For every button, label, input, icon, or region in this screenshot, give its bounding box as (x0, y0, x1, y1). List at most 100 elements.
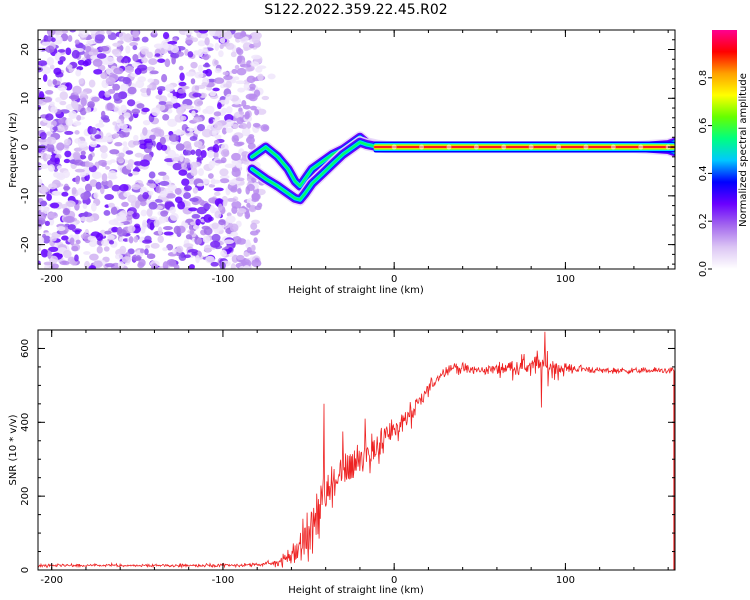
noise-blob (63, 249, 72, 259)
noise-blob (206, 86, 213, 91)
noise-blob (210, 240, 221, 248)
noise-blob (242, 104, 251, 110)
noise-blob (250, 105, 257, 111)
colorbar-tick-label: 0.4 (698, 165, 709, 181)
noise-blob (246, 75, 256, 84)
noise-blob (100, 152, 108, 160)
carrier-node (419, 144, 425, 150)
noise-blob (131, 108, 141, 115)
carrier-node (556, 144, 562, 150)
noise-blob (62, 207, 71, 216)
noise-blob (214, 210, 222, 219)
noise-blob (250, 61, 260, 67)
noise-blob (66, 64, 73, 70)
noise-blob (225, 93, 233, 101)
noise-blob (77, 140, 88, 148)
noise-blob (213, 187, 224, 192)
noise-blob (128, 236, 134, 244)
noise-blob (56, 226, 66, 232)
noise-blob (85, 45, 92, 52)
noise-blob (56, 165, 62, 170)
carrier-node (501, 144, 507, 150)
noise-blob (56, 142, 65, 151)
noise-blob (163, 104, 174, 109)
noise-blob (100, 110, 106, 118)
noise-blob (74, 254, 79, 262)
noise-blob (185, 234, 192, 240)
noise-blob (239, 111, 245, 115)
noise-blob (246, 202, 251, 208)
noise-blob (89, 141, 98, 148)
noise-blob (236, 141, 245, 146)
noise-blob (150, 242, 160, 249)
noise-blob (40, 206, 50, 215)
noise-blob (245, 66, 253, 72)
noise-blob (106, 234, 115, 240)
noise-blob (122, 141, 128, 147)
noise-blob (236, 55, 242, 65)
noise-blob (150, 128, 161, 133)
noise-blob (54, 30, 63, 36)
noise-blob (127, 99, 136, 107)
noise-blob (235, 177, 245, 182)
noise-blob (89, 253, 99, 261)
chart-title: S122.2022.359.22.45.R02 (264, 2, 447, 18)
noise-blob (164, 158, 175, 163)
noise-blob (159, 190, 168, 198)
noise-blob (90, 55, 97, 60)
noise-blob (137, 64, 148, 71)
noise-blob (234, 64, 240, 70)
noise-blob (112, 218, 119, 223)
noise-blob (208, 160, 215, 170)
noise-blob (197, 40, 206, 47)
noise-blob (147, 84, 153, 89)
noise-blob (142, 219, 147, 228)
noise-blob (257, 202, 263, 208)
noise-blob (256, 65, 267, 69)
noise-blob (247, 142, 256, 150)
noise-blob (186, 127, 195, 132)
noise-blob (105, 77, 116, 85)
colorbar-label: Normalized spectral amplitude (738, 73, 749, 227)
noise-blob (122, 128, 132, 133)
noise-blob (241, 31, 247, 38)
noise-blob (132, 30, 140, 39)
noise-blob (250, 222, 258, 230)
noise-blob (85, 107, 92, 113)
noise-blob (40, 248, 49, 258)
carrier-node (583, 144, 589, 150)
noise-blob (46, 193, 52, 201)
noise-blob (41, 66, 51, 75)
noise-blob (146, 141, 153, 150)
noise-blob (148, 82, 157, 91)
x-tick-label: 0 (391, 575, 397, 586)
noise-blob (196, 156, 204, 161)
noise-blob (108, 202, 115, 208)
y-tick-label: -20 (20, 236, 31, 252)
noise-blob (54, 157, 61, 165)
noise-blob (246, 121, 252, 129)
noise-blob (163, 225, 173, 231)
noise-blob (231, 68, 238, 75)
noise-blob (63, 158, 71, 164)
noise-blob (103, 136, 114, 143)
noise-blob (80, 97, 87, 107)
noise-blob (74, 229, 81, 235)
noise-blob (104, 230, 112, 235)
noise-blob (88, 103, 95, 109)
noise-blob (89, 179, 98, 188)
noise-blob (120, 83, 130, 92)
noise-blob (166, 243, 174, 251)
noise-blob (190, 78, 196, 85)
noise-blob (94, 34, 106, 41)
noise-blob (144, 248, 149, 256)
noise-blob (202, 54, 210, 61)
noise-blob (69, 30, 76, 33)
noise-blob (185, 71, 196, 77)
noise-blob (237, 87, 246, 93)
noise-blob (45, 45, 55, 54)
noise-blob (42, 96, 53, 103)
snr-frame (37, 329, 676, 571)
noise-blob (249, 83, 256, 90)
